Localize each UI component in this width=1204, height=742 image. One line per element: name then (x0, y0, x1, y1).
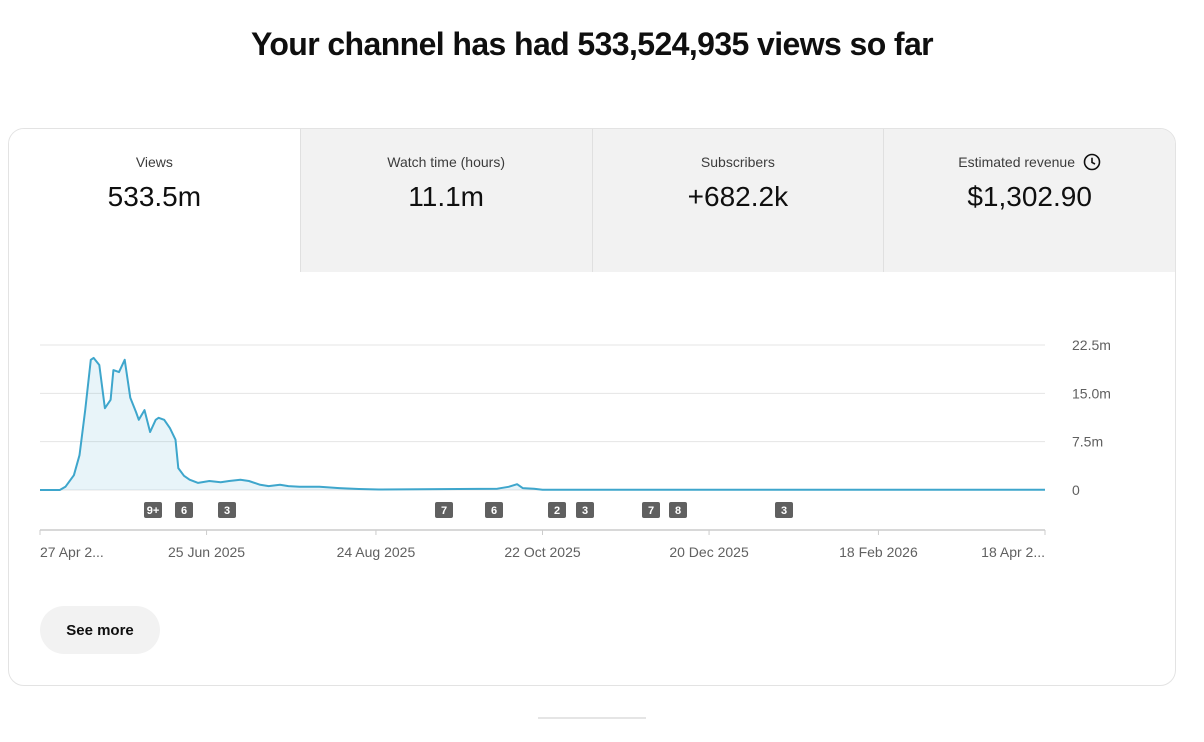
event-badge-label[interactable]: 6 (181, 505, 187, 517)
event-badge-label[interactable]: 3 (781, 505, 787, 517)
tab-value: $1,302.90 (967, 181, 1092, 212)
event-badge (548, 502, 566, 518)
event-badge-label[interactable]: 3 (582, 505, 588, 517)
event-badge (144, 502, 162, 518)
event-badge-label[interactable]: 2 (554, 505, 560, 517)
metric-tab[interactable]: Estimated revenue $1,302.90 (883, 129, 1175, 272)
x-tick-label: 27 Apr 2... (40, 544, 104, 560)
tab-value: 11.1m (408, 181, 484, 212)
line-area (40, 357, 1045, 490)
tab-value: 533.5m (107, 181, 202, 212)
x-tick-label: 18 Apr 2... (981, 544, 1045, 560)
event-badge-label[interactable]: 8 (675, 505, 681, 517)
event-badge (775, 502, 793, 518)
drag-handle (538, 717, 646, 719)
x-tick-label: 25 Jun 2025 (168, 544, 245, 560)
y-tick-label: 0 (1072, 482, 1080, 498)
event-badge-label[interactable]: 6 (491, 505, 497, 517)
page-title: Your channel has had 533,524,935 views s… (250, 26, 934, 62)
event-badge (435, 502, 453, 518)
event-badge (218, 502, 236, 518)
x-tick-label: 22 Oct 2025 (504, 544, 580, 560)
analytics-card: Views 533.5m Watch time (hours) 11.1m Su… (8, 128, 1176, 686)
x-tick-label: 20 Dec 2025 (669, 544, 749, 560)
event-badge (485, 502, 503, 518)
metric-tab[interactable]: Watch time (hours) 11.1m (299, 129, 592, 272)
tab-label: Estimated revenue (958, 154, 1075, 170)
metric-tabs: Views 533.5m Watch time (hours) 11.1m Su… (9, 129, 1175, 272)
x-tick-label: 18 Feb 2026 (839, 544, 918, 560)
metric-tab[interactable]: Views 533.5m (9, 129, 300, 272)
see-more-button[interactable]: See more (40, 606, 160, 654)
clock-icon (1083, 153, 1101, 171)
y-tick-label: 22.5m (1072, 337, 1111, 353)
event-badge-label[interactable]: 7 (648, 505, 654, 517)
tab-label: Subscribers (700, 154, 775, 170)
event-badge-label[interactable]: 9+ (147, 505, 160, 517)
y-tick-label: 15.0m (1072, 385, 1111, 401)
event-badge (576, 502, 594, 518)
event-badge-label[interactable]: 3 (224, 505, 230, 517)
tab-label: Watch time (hours) (387, 154, 505, 170)
y-tick-label: 7.5m (1072, 434, 1103, 450)
metric-tab[interactable]: Subscribers +682.2k (591, 129, 884, 272)
event-badge (642, 502, 660, 518)
tab-value: +682.2k (687, 181, 789, 212)
event-badge-label[interactable]: 7 (441, 505, 447, 517)
event-badge (669, 502, 687, 518)
tab-label: Views (135, 154, 173, 170)
line (40, 356, 1046, 491)
event-badge (175, 502, 193, 518)
x-tick-label: 24 Aug 2025 (337, 544, 416, 560)
